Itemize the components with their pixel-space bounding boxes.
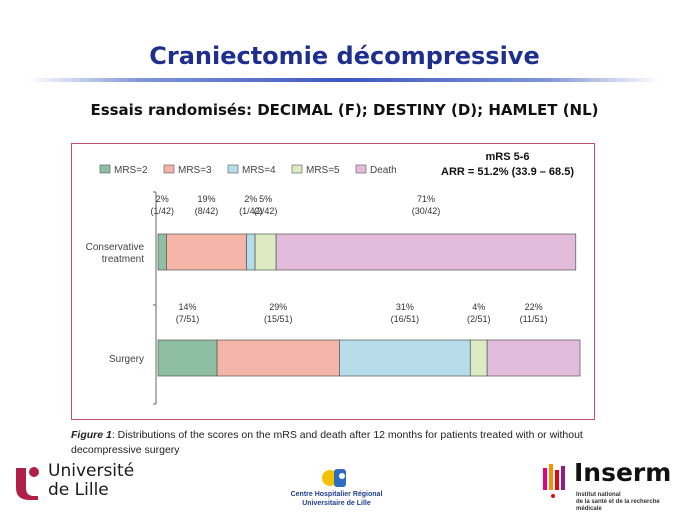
inserm-line2: de la santé et de la recherche médicale [576,499,660,512]
mrs-summary: mRS 5-6 ARR = 51.2% (33.9 – 68.5) [441,150,574,180]
data-label-count-conservative-treatment-mrs-3: (8/42) [195,206,219,216]
bar-surgery-mrs-5 [469,339,488,377]
data-label-count-conservative-treatment-death: (30/42) [412,206,441,216]
bar-surgery-mrs-4 [339,339,471,377]
data-label-pct-conservative-treatment-death: 71% [417,194,435,204]
legend-label-mrs-3: MRS=3 [178,165,212,176]
bar-conservative-treatment-mrs-5 [254,233,277,271]
data-label-pct-surgery-mrs-4: 31% [396,302,414,312]
arr-value: ARR = 51.2% (33.9 – 68.5) [441,166,574,178]
data-label-pct-conservative-treatment-mrs-5: 5% [259,194,272,204]
legend-label-mrs-4: MRS=4 [242,165,276,176]
figure-caption: Figure 1: Distributions of the scores on… [71,428,611,458]
data-label-pct-conservative-treatment-mrs-4: 2% [244,194,257,204]
legend-swatch-mrs-2 [99,164,111,174]
legend-swatch-mrs-3 [163,164,175,174]
chru-lille-logo: Centre Hospitalier Régional Universitair… [284,466,389,510]
group-label-surgery: Surgery [109,354,144,365]
inserm-name: Inserm [574,458,672,487]
bar-conservative-treatment-mrs-2 [157,233,167,271]
legend-swatch-mrs-5 [291,164,303,174]
legend-swatch-mrs-4 [227,164,239,174]
bar-conservative-treatment-mrs-4 [246,233,256,271]
bar-conservative-treatment-mrs-3 [166,233,247,271]
bar-surgery-mrs-2 [157,339,218,377]
chr-line1: Centre Hospitalier Régional [290,491,383,498]
group-label-conservative-treatment: treatment [102,254,144,265]
title-underline [28,78,660,82]
bar-surgery-death [486,339,581,377]
legend-swatch-death [355,164,367,174]
chru-emblem-icon [322,469,346,487]
data-label-pct-surgery-mrs-5: 4% [472,302,485,312]
data-label-pct-surgery-mrs-3: 29% [269,302,287,312]
legend-label-death: Death [370,165,397,176]
mrs-summary-label: mRS 5-6 [485,151,530,163]
lille-line1: Université [48,461,135,481]
data-label-pct-surgery-death: 22% [525,302,543,312]
stacked-bar-chart: MRS=2 MRS=3 MRS=4 MRS=5 Death Conservativetre… [86,164,581,405]
data-label-count-surgery-mrs-2: (7/51) [176,314,200,324]
lille-emblem-icon [16,467,39,500]
data-label-pct-surgery-mrs-2: 14% [179,302,197,312]
data-label-count-surgery-mrs-5: (2/51) [467,314,491,324]
inserm-line1: Institut national [576,492,621,498]
legend-label-mrs-2: MRS=2 [114,165,148,176]
figure-frame: MRS=2 MRS=3 MRS=4 MRS=5 Death Conservative tre… [71,143,595,420]
data-label-count-conservative-treatment-mrs-4: (1/42) [239,206,263,216]
legend-label-mrs-5: MRS=5 [306,165,340,176]
data-label-count-surgery-mrs-4: (16/51) [391,314,420,324]
inserm-logo: Inserm Institut national de la santé et … [540,458,685,514]
caption-text: : Distributions of the scores on the mRS… [71,429,583,456]
data-label-count-surgery-death: (11/51) [520,314,548,324]
data-label-count-conservative-treatment-mrs-5: (2/42) [254,206,278,216]
group-label-conservative-treatment: Conservative [86,242,145,253]
data-label-pct-conservative-treatment-mrs-2: 2% [156,194,169,204]
data-label-pct-conservative-treatment-mrs-3: 19% [198,194,216,204]
inserm-dots-icon [543,464,565,498]
slide-subtitle: Essais randomisés: DECIMAL (F); DESTINY … [90,101,599,119]
caption-label: Figure 1 [71,429,112,441]
chr-line2: Universitaire de Lille [302,499,371,507]
data-label-count-conservative-treatment-mrs-2: (1/42) [150,206,174,216]
bar-surgery-mrs-3 [216,339,340,377]
data-label-count-surgery-mrs-3: (15/51) [264,314,293,324]
universite-lille-logo: Université de Lille [12,461,135,506]
bar-conservative-treatment-death [275,233,577,271]
slide-title: Craniectomie décompressive [149,42,540,70]
lille-line2: de Lille [48,480,109,500]
